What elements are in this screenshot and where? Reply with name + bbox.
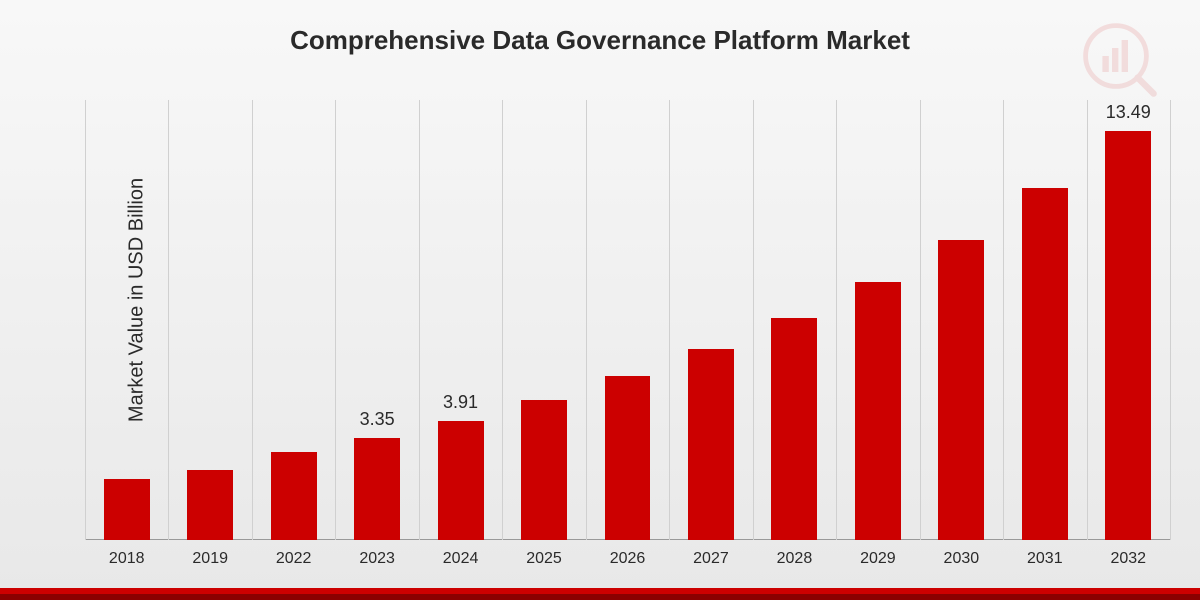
x-axis-tick-label: 2030 — [944, 550, 980, 568]
grid-line — [502, 100, 503, 540]
bar — [354, 438, 400, 540]
x-axis-tick-label: 2026 — [610, 550, 646, 568]
x-axis-tick-label: 2028 — [777, 550, 813, 568]
bar-value-label: 3.35 — [360, 409, 395, 430]
x-axis-tick-label: 2032 — [1110, 550, 1146, 568]
bar — [1022, 188, 1068, 540]
plot-area: 2018201920223.3520233.912024202520262027… — [85, 100, 1170, 540]
grid-line — [586, 100, 587, 540]
grid-line — [1003, 100, 1004, 540]
chart-title: Comprehensive Data Governance Platform M… — [0, 25, 1200, 56]
bar — [521, 400, 567, 540]
bar — [605, 376, 651, 540]
bar — [1105, 131, 1151, 540]
watermark-logo-icon — [1080, 20, 1160, 100]
x-axis-tick-label: 2024 — [443, 550, 479, 568]
x-axis-tick-label: 2023 — [359, 550, 395, 568]
grid-line — [920, 100, 921, 540]
grid-line — [836, 100, 837, 540]
grid-line — [1170, 100, 1171, 540]
x-axis-tick-label: 2027 — [693, 550, 729, 568]
x-axis-tick-label: 2031 — [1027, 550, 1063, 568]
bar — [771, 318, 817, 540]
x-axis-tick-label: 2022 — [276, 550, 312, 568]
x-axis-tick-label: 2025 — [526, 550, 562, 568]
grid-line — [335, 100, 336, 540]
bar-value-label: 3.91 — [443, 392, 478, 413]
bar — [938, 240, 984, 540]
grid-line — [85, 100, 86, 540]
bar — [104, 479, 150, 540]
bar — [688, 349, 734, 540]
grid-line — [1087, 100, 1088, 540]
bar-value-label: 13.49 — [1106, 102, 1151, 123]
bottom-accent-bar-dark — [0, 594, 1200, 600]
bar — [438, 421, 484, 540]
bar — [855, 282, 901, 540]
x-axis-tick-label: 2019 — [192, 550, 228, 568]
x-axis-tick-label: 2018 — [109, 550, 145, 568]
grid-line — [669, 100, 670, 540]
bar — [271, 452, 317, 540]
x-axis-tick-label: 2029 — [860, 550, 896, 568]
grid-line — [252, 100, 253, 540]
bar — [187, 470, 233, 540]
grid-line — [753, 100, 754, 540]
grid-line — [168, 100, 169, 540]
chart-container: Comprehensive Data Governance Platform M… — [0, 0, 1200, 600]
grid-line — [419, 100, 420, 540]
